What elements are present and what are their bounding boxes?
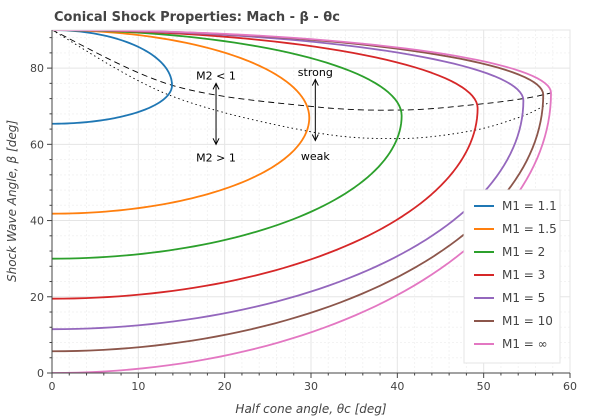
y-tick-label: 0 <box>37 367 44 380</box>
annotation-label: M2 > 1 <box>196 152 236 165</box>
x-tick-label: 40 <box>390 380 404 393</box>
y-tick-label: 60 <box>30 138 44 151</box>
y-tick-label: 40 <box>30 215 44 228</box>
annotation-label: M2 < 1 <box>196 70 236 83</box>
arrow-head-down <box>212 138 220 146</box>
arrow-head-up <box>212 82 220 90</box>
annotations: M2 < 1 M2 > 1 strong weak <box>196 66 333 165</box>
legend-label: M1 = 1.1 <box>502 199 557 213</box>
x-tick-label: 60 <box>563 380 577 393</box>
sonic-line <box>52 30 549 140</box>
series-line-m1-1-1 <box>52 30 173 125</box>
x-tick-label: 30 <box>304 380 318 393</box>
legend-label: M1 = 1.5 <box>502 222 557 236</box>
x-tick-label: 0 <box>49 380 56 393</box>
series-line-m1-1-5 <box>52 30 311 215</box>
legend-label: M1 = 5 <box>502 291 545 305</box>
y-tick-label: 80 <box>30 62 44 75</box>
arrow-head-up <box>311 78 319 86</box>
annotation-label: strong <box>298 66 333 79</box>
x-axis-title: Half cone angle, θc [deg] <box>235 402 386 416</box>
x-tick-label: 20 <box>218 380 232 393</box>
x-tick-label: 10 <box>131 380 145 393</box>
y-axis-title: Shock Wave Angle, β [deg] <box>5 120 19 282</box>
chart-title: Conical Shock Properties: Mach - β - θc <box>54 10 340 25</box>
legend-label: M1 = 2 <box>502 245 545 259</box>
legend-label: M1 = 3 <box>502 268 545 282</box>
arrow-head-down <box>311 134 319 142</box>
y-tick-label: 20 <box>30 291 44 304</box>
annotation-label: weak <box>301 150 331 163</box>
series-line-m1-5 <box>52 30 525 331</box>
series-line-m1-3 <box>52 30 479 300</box>
legend-box <box>463 189 561 364</box>
x-ticks: 0 10 20 30 40 50 60 <box>49 373 577 393</box>
legend: M1 = 1.1 M1 = 1.5 M1 = 2 M1 = 3 M1 = 5 M1 = 1… <box>463 189 561 364</box>
x-tick-label: 50 <box>477 380 491 393</box>
legend-label: M1 = ∞ <box>502 337 548 351</box>
series-line-m1-2 <box>52 30 403 260</box>
series-lines <box>52 30 552 373</box>
y-ticks: 0 20 40 60 80 <box>30 37 52 380</box>
legend-label: M1 = 10 <box>502 314 553 328</box>
series-line-m1- <box>52 30 552 373</box>
